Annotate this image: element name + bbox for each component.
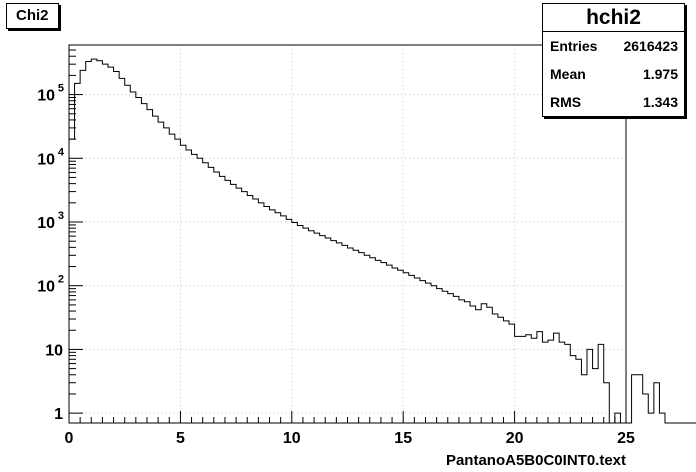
stats-row-mean: Mean 1.975 — [543, 60, 684, 88]
stats-label: RMS — [550, 94, 582, 110]
stats-row-entries: Entries 2616423 — [543, 32, 684, 60]
stats-box: hchi2 Entries 2616423 Mean 1.975 RMS 1.3… — [542, 3, 685, 117]
y-tick-exponent: 4 — [58, 146, 65, 158]
x-tick-label: 25 — [617, 430, 635, 447]
x-tick-label: 0 — [65, 430, 74, 447]
histogram-title: Chi2 — [16, 7, 49, 24]
x-tick-label: 10 — [283, 430, 301, 447]
stats-value: 1.343 — [642, 94, 678, 110]
y-tick-label: 10 — [37, 279, 55, 296]
x-tick-label: 20 — [506, 430, 524, 447]
x-tick-label: 5 — [176, 430, 185, 447]
y-tick-label: 1 — [54, 406, 63, 423]
y-tick-exponent: 3 — [58, 210, 64, 222]
x-tick-label: 15 — [394, 430, 412, 447]
stats-value: 1.975 — [642, 66, 678, 82]
y-tick-label: 10 — [37, 88, 55, 105]
y-tick-label: 10 — [37, 151, 55, 168]
y-tick-label: 10 — [37, 215, 55, 232]
stats-row-rms: RMS 1.343 — [543, 88, 684, 116]
stats-label: Entries — [550, 38, 598, 54]
stats-histogram-name: hchi2 — [543, 4, 684, 32]
x-axis-title: PantanoA5B0C0INT0.text — [445, 452, 626, 469]
y-tick-label: 10 — [45, 342, 63, 359]
histogram-title-box: Chi2 — [6, 3, 59, 29]
stats-value: 2616423 — [623, 38, 678, 54]
y-tick-exponent: 2 — [58, 274, 64, 286]
stats-label: Mean — [550, 66, 586, 82]
y-tick-exponent: 5 — [58, 83, 64, 95]
histogram-step-line — [68, 58, 696, 424]
